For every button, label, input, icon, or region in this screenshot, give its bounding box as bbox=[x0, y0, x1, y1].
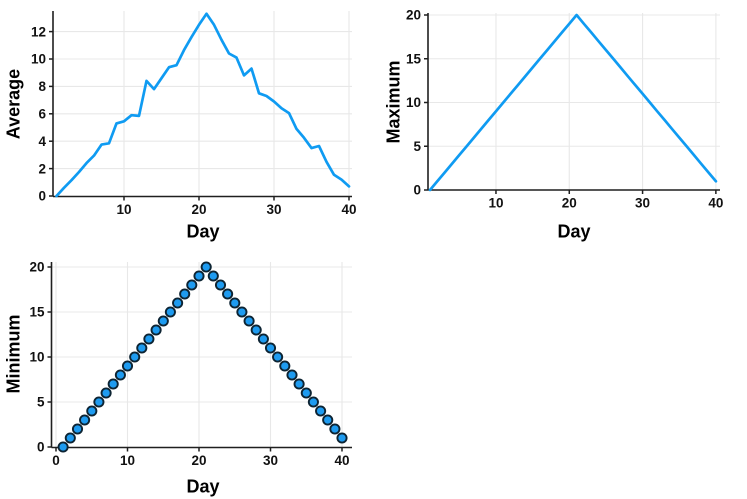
svg-text:4: 4 bbox=[38, 134, 46, 149]
svg-text:20: 20 bbox=[562, 196, 577, 211]
svg-text:0: 0 bbox=[37, 440, 45, 455]
average-x-axis-label: Day bbox=[186, 221, 220, 242]
svg-text:30: 30 bbox=[266, 202, 281, 217]
svg-text:40: 40 bbox=[341, 202, 356, 217]
svg-text:20: 20 bbox=[191, 453, 206, 468]
svg-text:10: 10 bbox=[406, 95, 421, 110]
svg-text:0: 0 bbox=[413, 183, 421, 198]
average-y-axis-label: Average bbox=[3, 68, 24, 140]
svg-text:10: 10 bbox=[31, 52, 46, 67]
maximum-x-axis-label: Day bbox=[557, 221, 591, 242]
svg-text:40: 40 bbox=[334, 453, 349, 468]
svg-text:0: 0 bbox=[52, 453, 60, 468]
svg-text:15: 15 bbox=[29, 305, 45, 320]
svg-text:10: 10 bbox=[488, 196, 503, 211]
svg-text:10: 10 bbox=[116, 202, 131, 217]
minimum-chart-panel: 0 5 10 15 20 0 10 20 30 40 Minimum Day bbox=[0, 250, 380, 499]
svg-text:5: 5 bbox=[37, 395, 45, 410]
svg-text:20: 20 bbox=[406, 8, 421, 23]
svg-text:20: 20 bbox=[29, 260, 44, 275]
maximum-y-axis-label: Maximum bbox=[383, 60, 404, 144]
maximum-plot: 0 5 10 15 20 10 20 30 40 bbox=[406, 8, 723, 211]
svg-text:30: 30 bbox=[263, 453, 278, 468]
svg-text:2: 2 bbox=[38, 161, 46, 176]
minimum-x-axis-label: Day bbox=[186, 476, 220, 497]
svg-text:12: 12 bbox=[31, 24, 46, 39]
svg-text:20: 20 bbox=[191, 202, 206, 217]
svg-text:10: 10 bbox=[29, 350, 44, 365]
svg-text:15: 15 bbox=[406, 51, 422, 66]
svg-text:30: 30 bbox=[635, 196, 650, 211]
minimum-plot: 0 5 10 15 20 0 10 20 30 40 bbox=[29, 260, 352, 468]
svg-text:40: 40 bbox=[708, 196, 723, 211]
svg-text:8: 8 bbox=[38, 79, 46, 94]
svg-text:10: 10 bbox=[120, 453, 135, 468]
minimum-y-axis-label: Minimum bbox=[3, 314, 24, 394]
svg-text:0: 0 bbox=[38, 189, 46, 204]
average-plot: 0 2 4 6 8 10 12 10 20 30 40 bbox=[31, 11, 357, 217]
average-chart-panel: 0 2 4 6 8 10 12 10 20 30 40 Average Day bbox=[0, 0, 380, 250]
maximum-chart-panel: 0 5 10 15 20 10 20 30 40 Maximum Day bbox=[380, 0, 747, 250]
svg-text:6: 6 bbox=[38, 107, 46, 122]
svg-text:5: 5 bbox=[413, 139, 421, 154]
